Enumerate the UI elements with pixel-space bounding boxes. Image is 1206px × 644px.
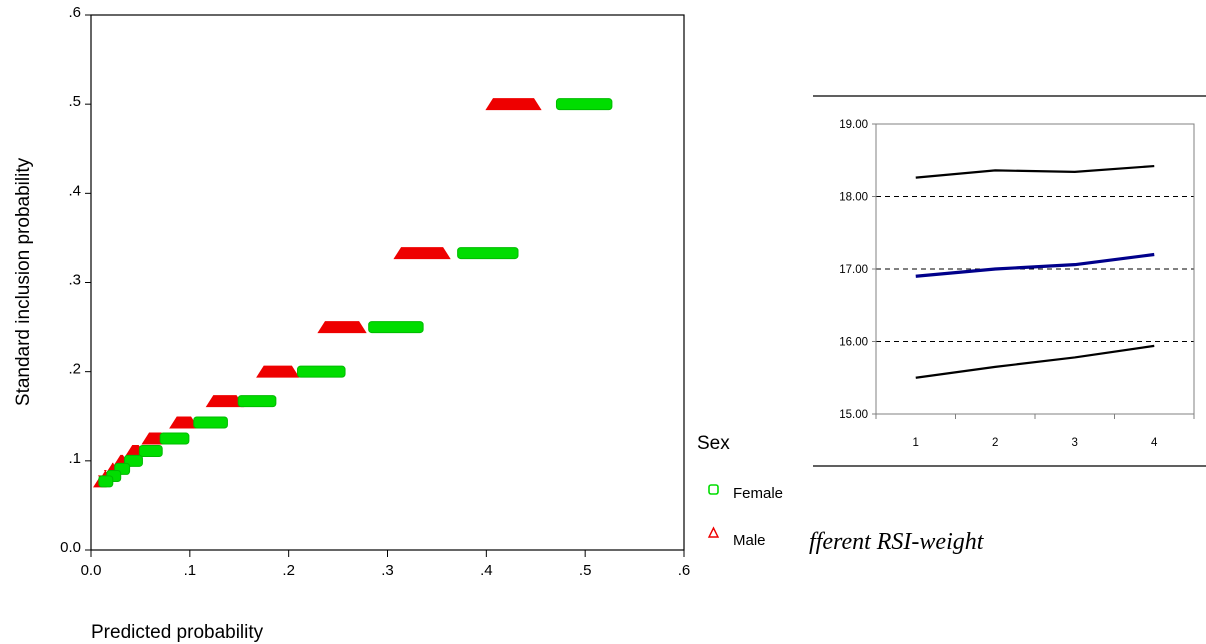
line-y-tick-label: 18.00 bbox=[839, 192, 868, 204]
scatter-y-tick-label: .5 bbox=[68, 93, 81, 110]
line-chart: 15.00 16.00 17.00 18.00 19.00 1 2 3 4 bbox=[813, 95, 1206, 467]
scatter-y-tick-label: .4 bbox=[68, 182, 81, 199]
scatter-x-tick-label: .2 bbox=[282, 562, 295, 579]
line-x-tick-label: 2 bbox=[992, 437, 998, 449]
scatter-x-tick-label: .3 bbox=[381, 562, 394, 579]
caption-fragment: fferent RSI-weight bbox=[809, 529, 985, 555]
scatter-y-tick-label: .3 bbox=[68, 272, 81, 289]
scatter-x-tick-label: 0.0 bbox=[81, 562, 102, 579]
male-marker-run bbox=[256, 365, 300, 378]
scatter-points bbox=[93, 98, 613, 488]
male-marker-run bbox=[317, 321, 367, 334]
scatter-x-tick-label: .6 bbox=[678, 562, 691, 579]
legend-male-label: Male bbox=[733, 532, 766, 549]
legend-female-label: Female bbox=[733, 485, 783, 502]
female-marker-run bbox=[297, 365, 346, 378]
male-marker-run bbox=[205, 395, 245, 408]
scatter-chart: 0.0 .1 .2 .3 .4 .5 .6 0.0 .1 .2 .3 .4 .5 .6 Predicte… bbox=[13, 4, 690, 643]
scatter-y-ticks: 0.0 .1 .2 .3 .4 .5 .6 bbox=[60, 4, 91, 556]
line-series-path bbox=[915, 164, 1155, 179]
female-marker-run bbox=[368, 321, 424, 334]
scatter-y-axis-title: Standard inclusion probability bbox=[13, 157, 34, 406]
line-y-tick-label: 19.00 bbox=[839, 119, 868, 131]
scatter-x-tick-label: .1 bbox=[184, 562, 197, 579]
line-chart-gridlines bbox=[876, 196, 1194, 342]
scatter-y-tick-label: .2 bbox=[68, 361, 81, 378]
female-marker-run bbox=[138, 445, 163, 458]
line-x-tick-label: 4 bbox=[1151, 437, 1158, 449]
legend: Sex Female Male bbox=[697, 433, 783, 549]
scatter-plot-frame bbox=[90, 14, 685, 551]
female-marker-run bbox=[555, 98, 613, 111]
legend-title: Sex bbox=[697, 433, 730, 454]
scatter-x-tick-label: .4 bbox=[480, 562, 493, 579]
scatter-y-tick-label: 0.0 bbox=[60, 539, 81, 556]
legend-male-marker bbox=[707, 526, 720, 538]
line-series-path bbox=[915, 344, 1155, 379]
line-y-tick-label: 17.00 bbox=[839, 264, 868, 276]
female-marker-run bbox=[159, 432, 190, 445]
scatter-x-tick-label: .5 bbox=[579, 562, 592, 579]
scatter-x-axis-title: Predicted probability bbox=[91, 622, 264, 643]
scatter-y-tick-label: .1 bbox=[68, 450, 81, 467]
line-y-tick-label: 16.00 bbox=[839, 337, 868, 349]
male-marker-run bbox=[485, 98, 542, 111]
female-marker-run bbox=[457, 247, 519, 260]
legend-female-marker bbox=[708, 484, 719, 495]
female-marker-run bbox=[193, 416, 228, 429]
line-y-tick-label: 15.00 bbox=[839, 409, 868, 421]
line-x-ticks: 1 2 3 4 bbox=[875, 414, 1195, 449]
female-marker-run bbox=[98, 475, 114, 488]
male-marker-run bbox=[169, 416, 199, 429]
line-x-tick-label: 3 bbox=[1072, 437, 1078, 449]
male-marker-run bbox=[393, 247, 451, 260]
scatter-x-ticks: 0.0 .1 .2 .3 .4 .5 .6 bbox=[81, 550, 691, 579]
line-series bbox=[915, 164, 1155, 379]
female-marker-run bbox=[237, 395, 277, 408]
line-series-path bbox=[915, 252, 1155, 278]
line-x-tick-label: 1 bbox=[913, 437, 919, 449]
line-y-ticks: 15.00 16.00 17.00 18.00 19.00 bbox=[839, 119, 876, 421]
scatter-y-tick-label: .6 bbox=[68, 4, 81, 21]
